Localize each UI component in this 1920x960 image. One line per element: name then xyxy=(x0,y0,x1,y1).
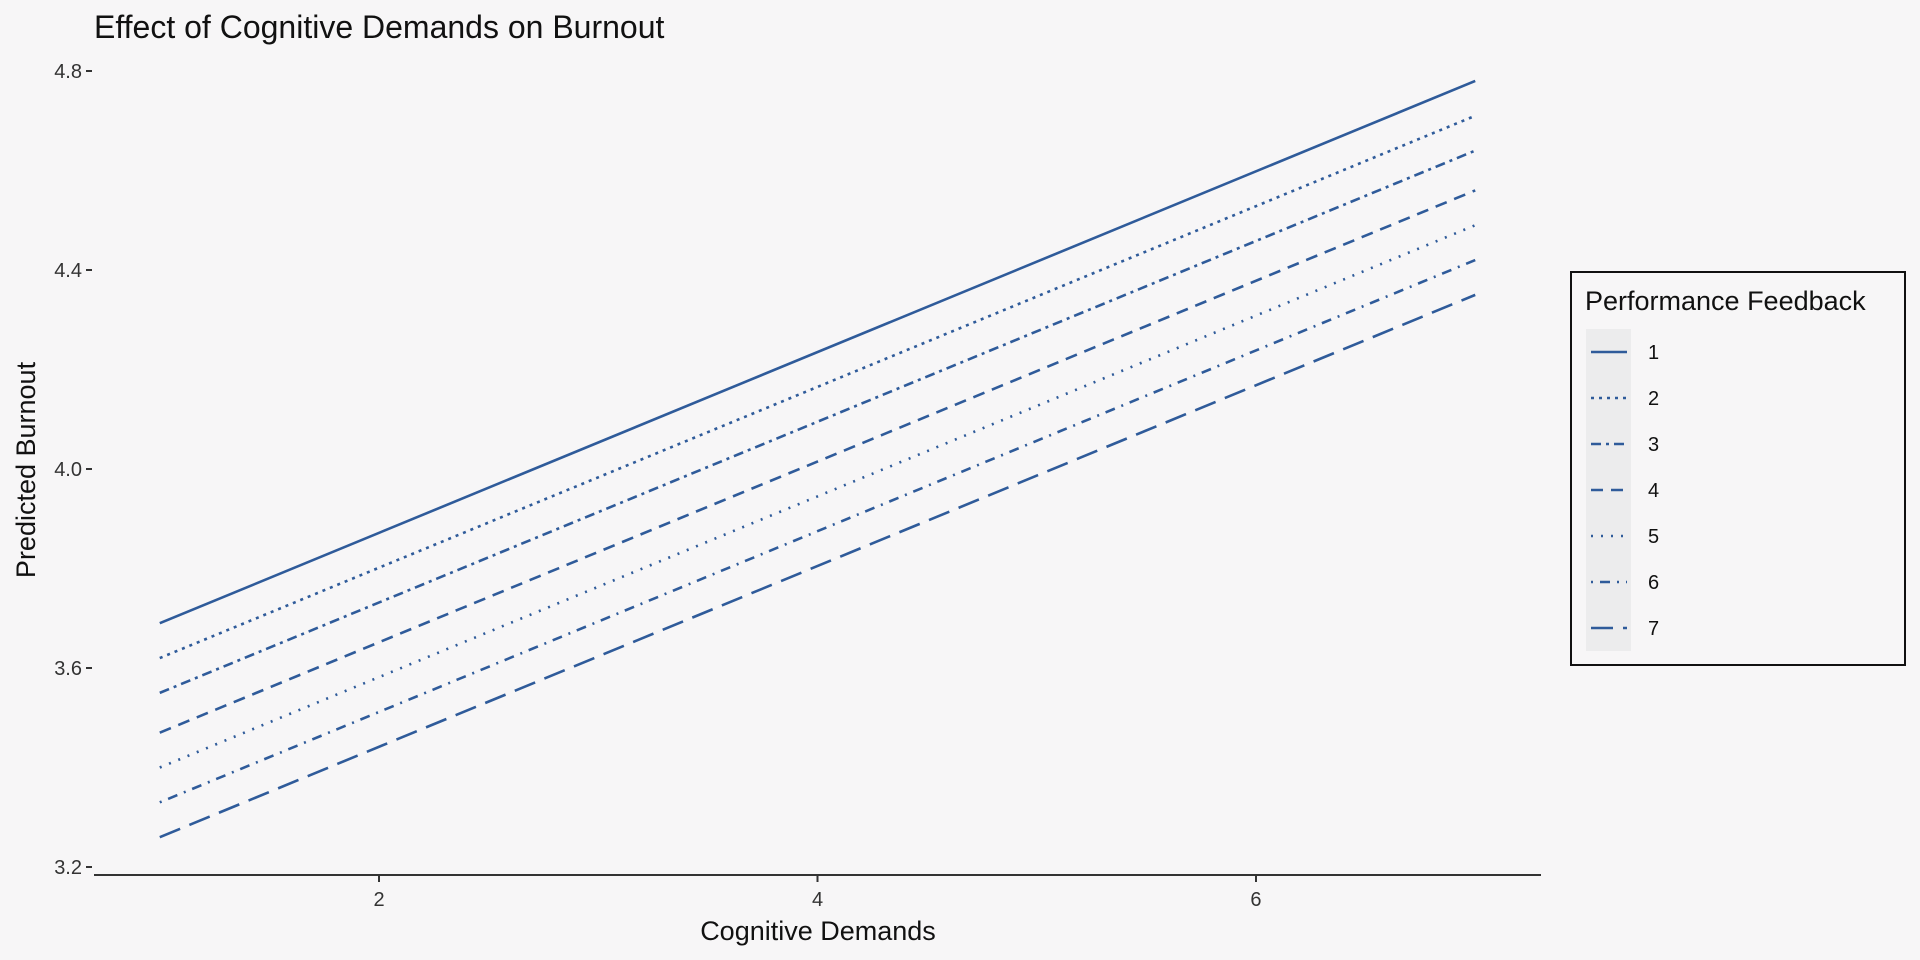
x-axis-title: Cognitive Demands xyxy=(700,916,936,946)
legend-title: Performance Feedback xyxy=(1585,286,1866,316)
x-tick-label: 2 xyxy=(373,889,384,911)
chart-title: Effect of Cognitive Demands on Burnout xyxy=(94,9,665,45)
y-tick-label: 4.8 xyxy=(54,61,82,83)
series-line-6 xyxy=(159,258,1476,804)
legend-label-3: 3 xyxy=(1648,434,1659,456)
series-line-2 xyxy=(159,114,1476,660)
y-axis-ticks: 3.2 3.6 4.0 4.4 4.8 xyxy=(54,61,92,879)
series-line-4 xyxy=(159,189,1476,734)
legend-label-6: 6 xyxy=(1648,572,1659,594)
y-axis-title: Predicted Burnout xyxy=(11,361,41,578)
legend-label-5: 5 xyxy=(1648,526,1659,548)
plot-area xyxy=(159,79,1476,839)
x-axis-ticks: 2 4 6 xyxy=(373,875,1262,911)
series-line-7 xyxy=(159,293,1476,839)
legend-items: 1 2 3 4 5 6 7 xyxy=(1591,342,1659,640)
legend-label-1: 1 xyxy=(1648,342,1659,364)
legend: Performance Feedback 1 2 3 4 5 6 7 xyxy=(1570,271,1906,666)
series-line-1 xyxy=(159,79,1476,625)
x-tick-label: 6 xyxy=(1250,889,1261,911)
series-line-3 xyxy=(159,149,1476,695)
x-tick-label: 4 xyxy=(812,889,823,911)
legend-label-4: 4 xyxy=(1648,480,1659,502)
y-tick-label: 4.0 xyxy=(54,459,82,481)
series-line-5 xyxy=(159,224,1476,769)
y-tick-label: 3.6 xyxy=(54,658,82,680)
legend-label-7: 7 xyxy=(1648,618,1659,640)
y-tick-label: 3.2 xyxy=(54,857,82,879)
y-tick-label: 4.4 xyxy=(54,260,82,282)
legend-label-2: 2 xyxy=(1648,388,1659,410)
